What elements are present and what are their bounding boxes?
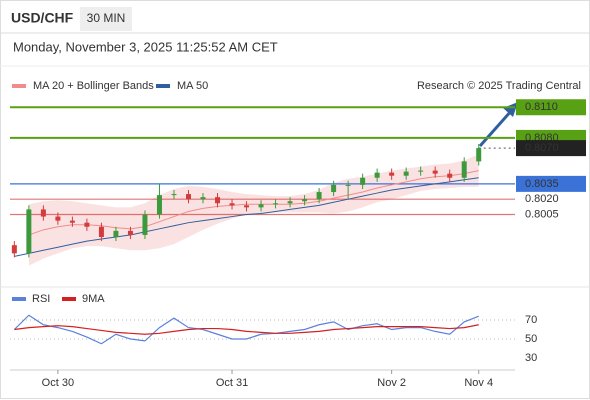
candle-body <box>476 148 482 162</box>
candle-body <box>418 170 424 172</box>
y-tick-label: 50 <box>525 333 537 345</box>
candle-body <box>55 216 61 221</box>
candle-body <box>273 203 279 205</box>
x-tick-label: Nov 4 <box>464 377 493 389</box>
arrow-shaft <box>478 109 514 147</box>
candle-body <box>447 173 453 178</box>
candle-body <box>26 209 32 254</box>
candle-body <box>360 177 366 185</box>
x-tick-label: Oct 31 <box>216 377 248 389</box>
legend-swatch <box>12 297 26 301</box>
legend-swatch <box>12 84 26 88</box>
candle-body <box>156 195 162 215</box>
candle-body <box>200 197 206 200</box>
level-label: 0.8070 <box>525 142 559 154</box>
legend-label: MA 50 <box>177 80 208 92</box>
candle-body <box>185 194 191 200</box>
level-label-box <box>516 140 586 157</box>
candle-body <box>432 170 438 174</box>
candle-body <box>287 201 293 204</box>
candle-body <box>215 197 221 204</box>
datetime: Monday, November 3, 2025 11:25:52 AM CET <box>13 39 278 54</box>
y-tick-label: 30 <box>525 352 537 364</box>
candle-body <box>142 214 148 235</box>
candle-body <box>171 194 177 196</box>
candle-body <box>229 203 235 206</box>
level-label-box <box>516 175 586 192</box>
x-tick-label: Oct 30 <box>42 377 74 389</box>
candle-body <box>84 222 90 227</box>
level-label-box <box>516 99 586 116</box>
candle-body <box>69 220 75 223</box>
candle-body <box>98 226 104 237</box>
interval-box[interactable] <box>80 7 132 31</box>
candle-body <box>461 161 467 178</box>
legend-swatch <box>156 84 170 88</box>
y-tick-label: 70 <box>525 314 537 326</box>
candle-body <box>302 199 308 202</box>
candle-body <box>331 184 337 193</box>
credit: Research © 2025 Trading Central <box>417 80 581 92</box>
candle-body <box>11 245 17 254</box>
bollinger-band <box>28 154 479 266</box>
legend-label: RSI <box>32 293 50 305</box>
candle-body <box>40 209 46 217</box>
candle-body <box>374 172 380 178</box>
candle-body <box>345 184 351 186</box>
arrow-head <box>503 102 518 117</box>
candle-body <box>258 204 264 208</box>
interval[interactable]: 30 MIN <box>87 11 126 25</box>
candle-body <box>244 205 250 208</box>
x-tick-label: Nov 2 <box>377 377 406 389</box>
legend-label: 9MA <box>82 293 105 305</box>
candle-body <box>316 192 322 200</box>
candle-body <box>113 230 119 237</box>
level-label: 0.8005 <box>525 208 559 220</box>
legend-label: MA 20 + Bollinger Bands <box>33 80 154 92</box>
ma-line <box>14 177 479 257</box>
level-label: 0.8020 <box>525 193 559 205</box>
level-label: 0.8110 <box>525 101 558 113</box>
candle-body <box>403 171 409 176</box>
candle-body <box>127 230 133 235</box>
candle-body <box>389 172 395 176</box>
indicator-line <box>14 324 479 335</box>
level-label: 0.8035 <box>525 178 559 190</box>
ma-line <box>28 170 479 236</box>
legend-swatch <box>62 297 76 301</box>
indicator-line <box>13 314 479 345</box>
symbol: USD/CHF <box>11 10 74 26</box>
